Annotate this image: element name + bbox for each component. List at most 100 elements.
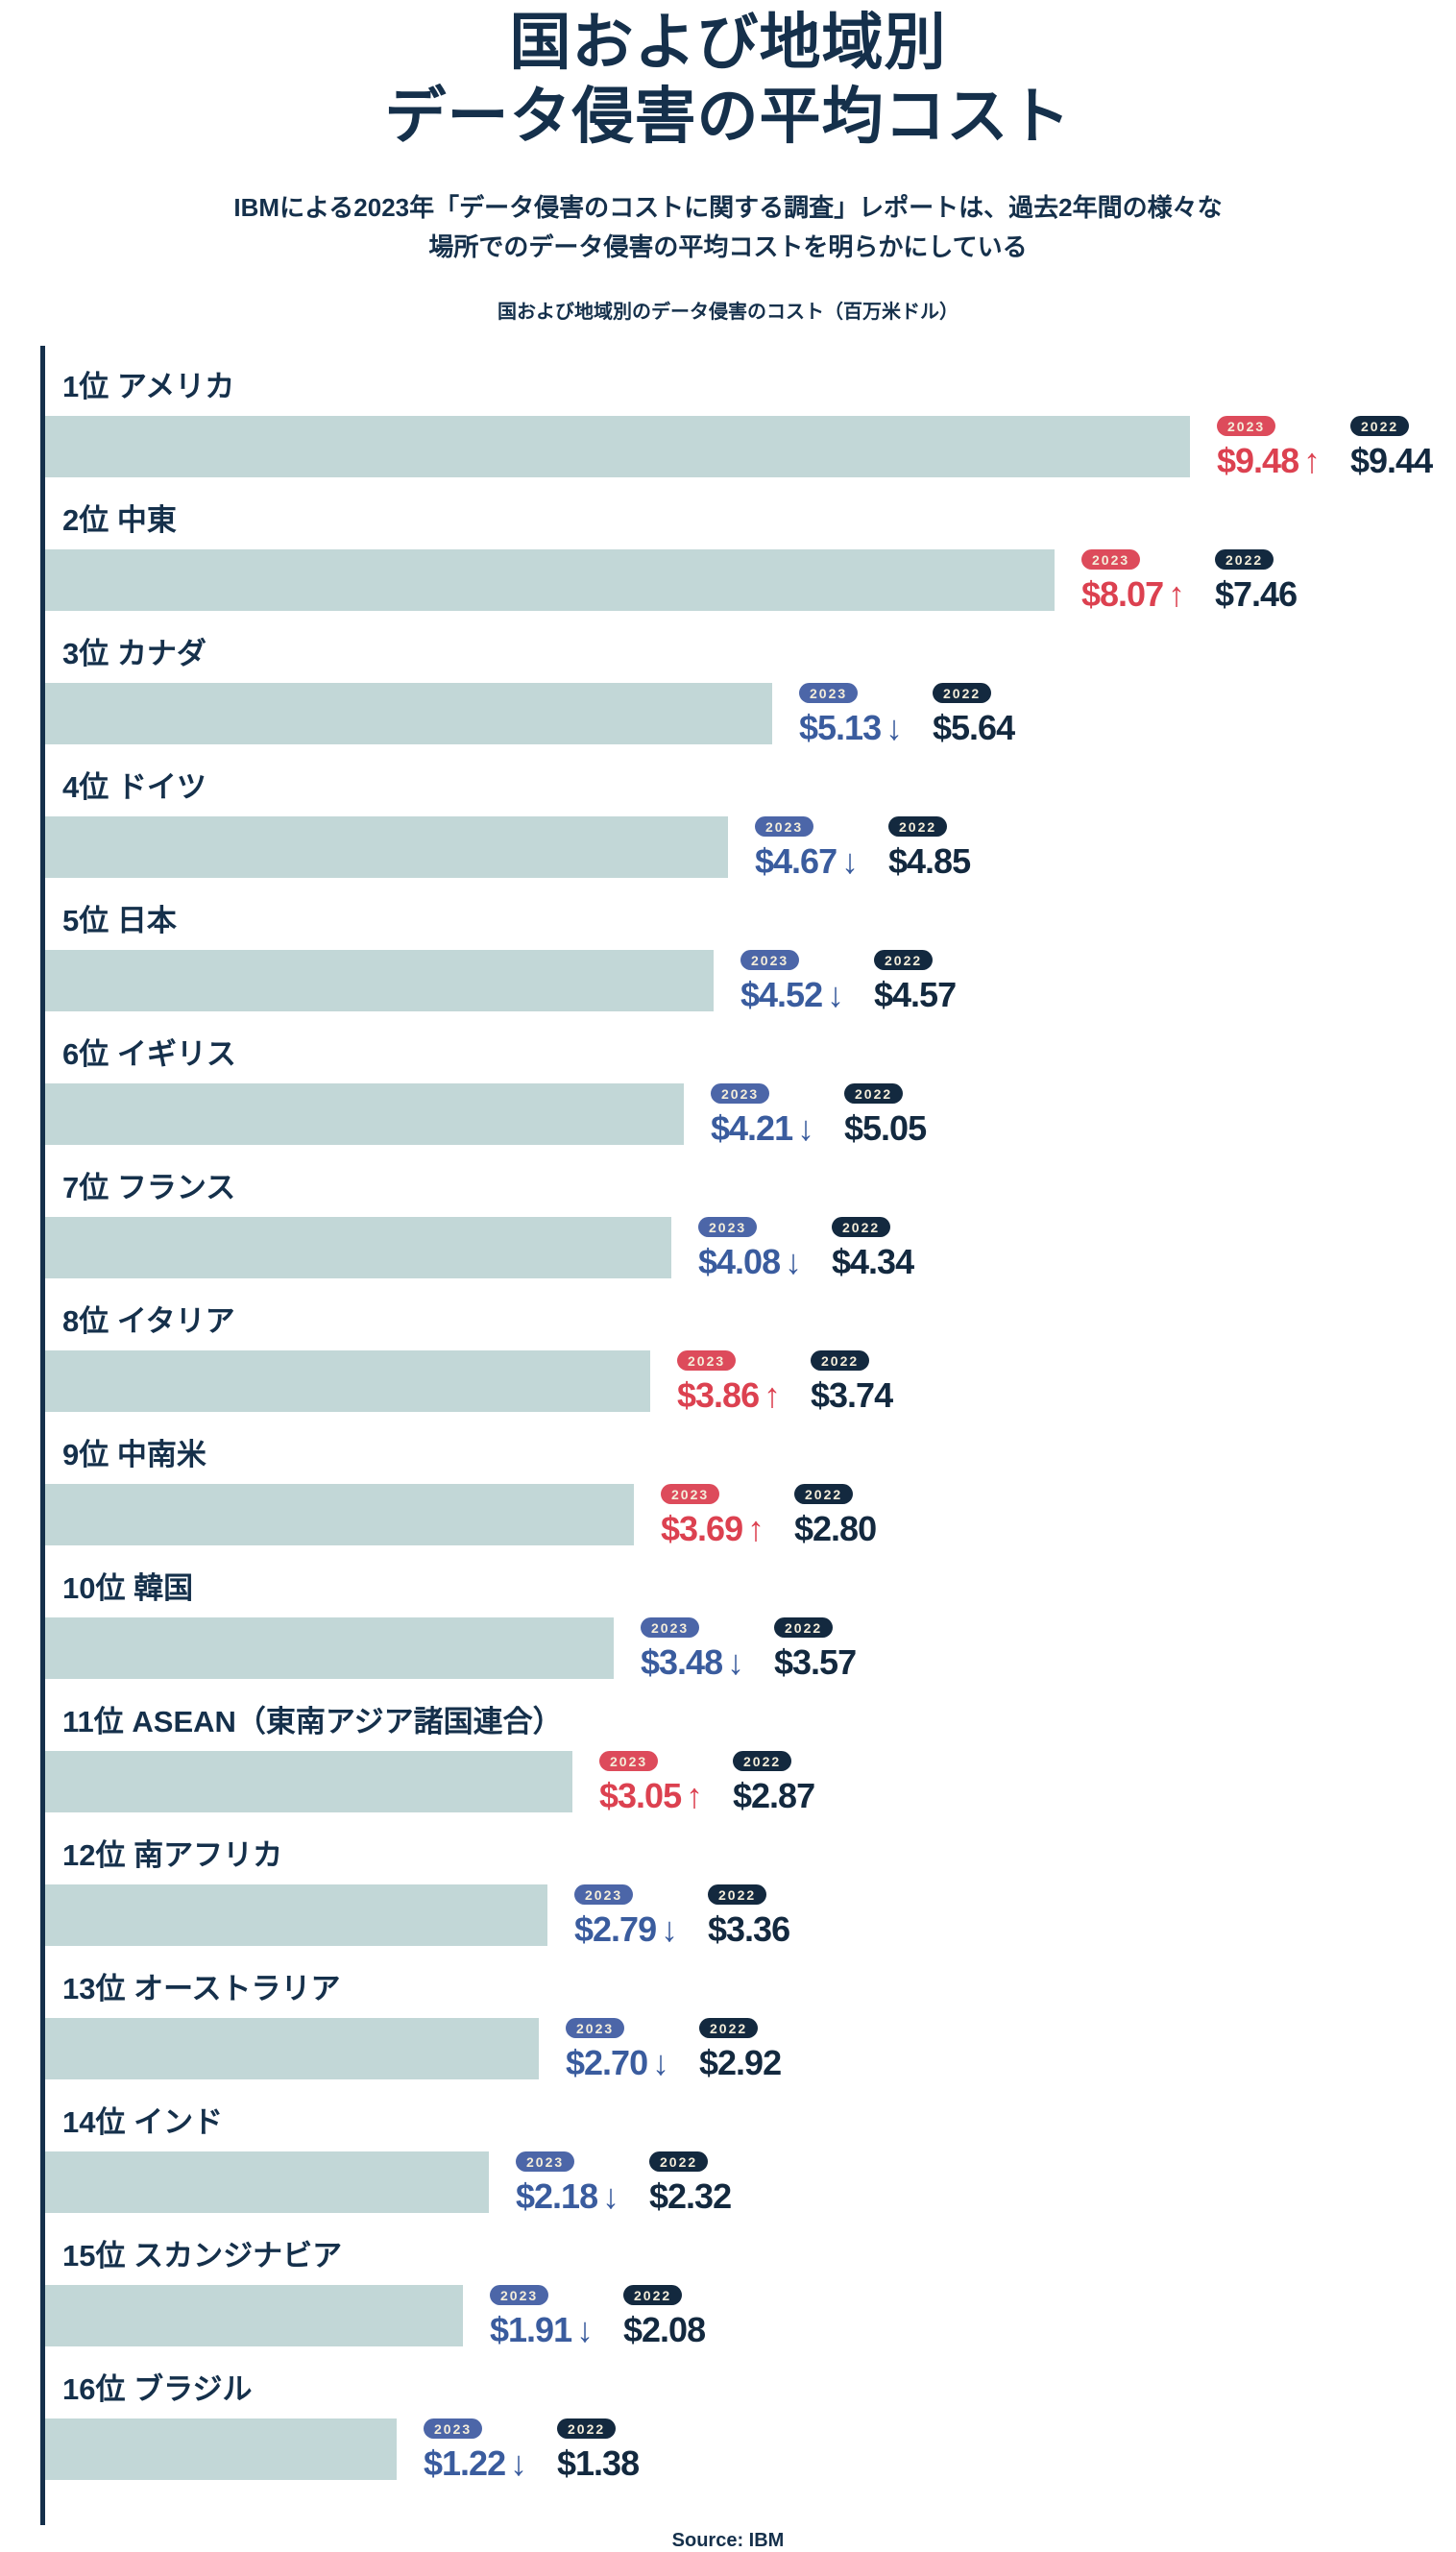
badge-2022: 2022 <box>933 683 992 703</box>
bar-2023 <box>45 1617 614 1679</box>
badge-2022: 2022 <box>874 950 934 970</box>
value-2023: $2.70 ↓ <box>566 2046 669 2080</box>
chart-row: 2位 中東 2023 $8.07 ↑ 2022 $7.46 <box>45 503 1446 614</box>
chart-rows: 1位 アメリカ 2023 $9.48 ↑ 2022 $9.44 2位 中東 202… <box>45 370 1446 2481</box>
value-2023: $4.21 ↓ <box>711 1111 814 1146</box>
value-2023-amount: $2.79 <box>574 1909 657 1949</box>
bar-2023 <box>45 1751 572 1812</box>
stat-2022: 2022 $4.57 <box>874 950 957 1014</box>
stat-2022: 2022 $7.46 <box>1215 549 1298 612</box>
row-label: 2位 中東 <box>62 503 177 537</box>
value-2023: $2.18 ↓ <box>516 2179 619 2214</box>
chart-row: 14位 インド 2023 $2.18 ↓ 2022 $2.32 <box>45 2107 1446 2216</box>
stat-2023: 2023 $2.70 ↓ <box>566 2018 699 2080</box>
bar-2023 <box>45 683 772 744</box>
row-label: 1位 アメリカ <box>62 370 235 403</box>
subtitle-line1: IBMによる2023年「データ侵害のコストに関する調査」レポートは、過去2年間の… <box>233 193 1223 222</box>
stat-2023: 2023 $2.79 ↓ <box>574 1884 708 1949</box>
row-stats: 2023 $5.13 ↓ 2022 $5.64 <box>799 683 1015 745</box>
chart-row: 1位 アメリカ 2023 $9.48 ↑ 2022 $9.44 <box>45 370 1446 480</box>
trend-arrow-icon: ↓ <box>727 1642 745 1682</box>
row-label: 11位 ASEAN（東南アジア諸国連合） <box>62 1705 563 1738</box>
value-2023: $4.67 ↓ <box>755 844 859 879</box>
value-2023-amount: $3.69 <box>661 1509 743 1548</box>
page-title-line2: データ侵害の平均コスト <box>384 82 1072 151</box>
row-body: 2023 $3.86 ↑ 2022 $3.74 <box>45 1350 1446 1415</box>
stat-2023: 2023 $2.18 ↓ <box>516 2151 649 2214</box>
trend-arrow-icon: ↓ <box>661 1909 679 1949</box>
row-body: 2023 $2.18 ↓ 2022 $2.32 <box>45 2151 1446 2216</box>
row-label: 10位 韓国 <box>62 1571 194 1605</box>
bar-2023 <box>45 816 728 878</box>
badge-2022: 2022 <box>1350 416 1410 436</box>
row-stats: 2023 $3.69 ↑ 2022 $2.80 <box>661 1484 877 1548</box>
badge-2023: 2023 <box>566 2018 625 2038</box>
badge-2022: 2022 <box>832 1217 891 1237</box>
bar-2023 <box>45 1350 650 1412</box>
value-2023: $4.08 ↓ <box>698 1245 802 1279</box>
stat-2022: 2022 $3.74 <box>811 1350 893 1413</box>
value-2023: $5.13 ↓ <box>799 711 903 745</box>
badge-2023: 2023 <box>1217 416 1276 436</box>
source-note: Source: IBM <box>671 2530 785 2551</box>
stat-2022: 2022 $9.44 <box>1350 416 1433 478</box>
badge-2023: 2023 <box>641 1617 700 1638</box>
value-2022: $4.57 <box>874 975 957 1014</box>
stat-2023: 2023 $4.08 ↓ <box>698 1217 832 1279</box>
trend-arrow-icon: ↑ <box>747 1509 765 1548</box>
row-stats: 2023 $4.67 ↓ 2022 $4.85 <box>755 816 971 879</box>
row-stats: 2023 $3.86 ↑ 2022 $3.74 <box>677 1350 893 1415</box>
chart-row: 15位 スカンジナビア 2023 $1.91 ↓ 2022 $2.08 <box>45 2241 1446 2347</box>
value-2023: $1.22 ↓ <box>424 2446 527 2481</box>
page-title: 国および地域別 データ侵害の平均コスト <box>0 6 1456 154</box>
badge-2023: 2023 <box>599 1751 659 1771</box>
chart-row: 8位 イタリア 2023 $3.86 ↑ 2022 $3.74 <box>45 1304 1446 1415</box>
badge-2023: 2023 <box>1081 549 1141 570</box>
value-2022: $2.32 <box>649 2176 732 2216</box>
stat-2023: 2023 $3.69 ↑ <box>661 1484 794 1548</box>
row-body: 2023 $9.48 ↑ 2022 $9.44 <box>45 416 1446 480</box>
chart-row: 13位 オーストラリア 2023 $2.70 ↓ 2022 $2.92 <box>45 1972 1446 2080</box>
header: 国および地域別 データ侵害の平均コスト IBMによる2023年「データ侵害のコス… <box>0 0 1456 323</box>
badge-2023: 2023 <box>661 1484 720 1504</box>
badge-2022: 2022 <box>774 1617 834 1638</box>
badge-2023: 2023 <box>574 1884 634 1905</box>
value-2022: $2.87 <box>733 1776 815 1815</box>
trend-arrow-icon: ↑ <box>1303 441 1322 480</box>
chart-row: 5位 日本 2023 $4.52 ↓ 2022 $4.57 <box>45 904 1446 1014</box>
chart-row: 10位 韓国 2023 $3.48 ↓ 2022 $3.57 <box>45 1571 1446 1680</box>
badge-2023: 2023 <box>490 2285 549 2305</box>
chart-row: 4位 ドイツ 2023 $4.67 ↓ 2022 $4.85 <box>45 772 1446 879</box>
trend-arrow-icon: ↑ <box>686 1776 704 1815</box>
row-stats: 2023 $9.48 ↑ 2022 $9.44 <box>1217 416 1433 480</box>
row-label: 5位 日本 <box>62 904 177 937</box>
value-2023-amount: $3.86 <box>677 1375 760 1415</box>
value-2023-amount: $8.07 <box>1081 574 1164 614</box>
chart-row: 7位 フランス 2023 $4.08 ↓ 2022 $4.34 <box>45 1171 1446 1279</box>
stat-2022: 2022 $5.64 <box>933 683 1015 745</box>
badge-2023: 2023 <box>755 816 814 837</box>
badge-2022: 2022 <box>811 1350 870 1371</box>
row-label: 8位 イタリア <box>62 1304 235 1338</box>
value-2023: $3.48 ↓ <box>641 1645 744 1680</box>
badge-2022: 2022 <box>708 1884 767 1905</box>
badge-2022: 2022 <box>794 1484 854 1504</box>
bar-2023 <box>45 1217 671 1278</box>
row-label: 6位 イギリス <box>62 1037 236 1071</box>
badge-2022: 2022 <box>623 2285 683 2305</box>
row-label: 9位 中南米 <box>62 1438 206 1471</box>
subtitle: IBMによる2023年「データ侵害のコストに関する調査」レポートは、過去2年間の… <box>0 188 1456 267</box>
bar-2023 <box>45 2418 397 2480</box>
badge-2022: 2022 <box>1215 549 1274 570</box>
row-body: 2023 $2.79 ↓ 2022 $3.36 <box>45 1884 1446 1949</box>
row-label: 7位 フランス <box>62 1171 236 1204</box>
badge-2023: 2023 <box>424 2418 483 2439</box>
subtitle-line2: 場所でのデータ侵害の平均コストを明らかにしている <box>428 232 1028 261</box>
row-label: 16位 ブラジル <box>62 2372 253 2406</box>
value-2023-amount: $9.48 <box>1217 441 1299 480</box>
row-label: 13位 オーストラリア <box>62 1972 341 2005</box>
value-2023-amount: $4.21 <box>711 1108 793 1148</box>
stat-2022: 2022 $5.05 <box>844 1083 927 1146</box>
row-stats: 2023 $4.52 ↓ 2022 $4.57 <box>740 950 957 1014</box>
value-2023: $3.05 ↑ <box>599 1779 703 1813</box>
